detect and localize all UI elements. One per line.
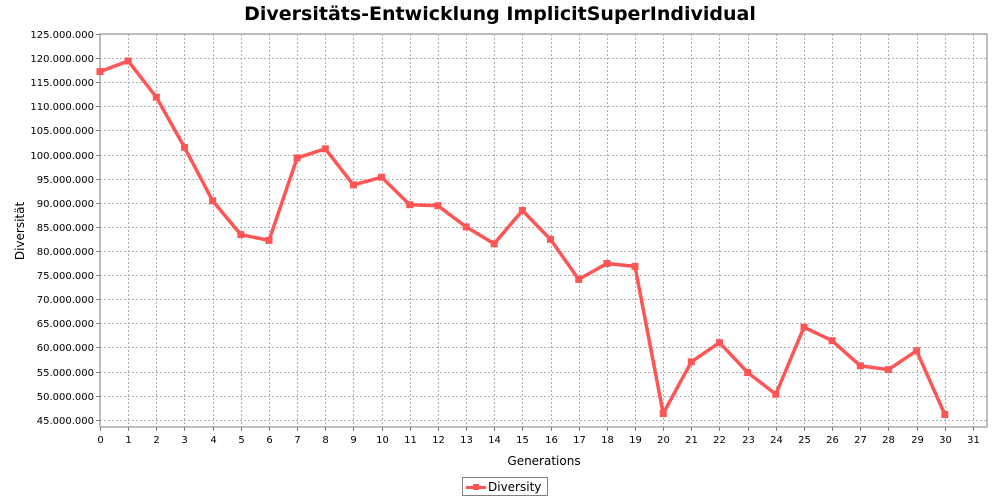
x-tick-label: 5 [238,435,244,446]
x-tick-label: 13 [460,435,473,446]
y-tick-label: 95.000.000 [37,175,94,186]
data-point [321,145,329,153]
data-point [96,68,104,76]
series-layer [96,57,949,418]
x-tick-label: 16 [545,435,558,446]
legend-label-diversity: Diversity [488,479,542,494]
x-axis-label: Generations [507,454,580,468]
grid-lines [99,33,988,428]
x-tick-label: 6 [266,435,272,446]
y-tick-label: 110.000.000 [30,102,94,113]
x-tick-label: 14 [488,435,501,446]
x-tick-label: 10 [376,435,389,446]
x-tick-label: 29 [911,435,924,446]
y-tick-label: 55.000.000 [37,368,94,379]
x-tick-label: 20 [657,435,670,446]
y-tick-label: 45.000.000 [37,416,94,427]
data-point [744,369,752,376]
x-tick-label: 18 [601,435,614,446]
y-tick-label: 100.000.000 [30,151,94,162]
x-tick-label: 30 [939,435,952,446]
x-tick-label: 3 [181,435,187,446]
data-point [181,143,188,151]
data-point [518,207,526,214]
x-tick-label: 7 [294,435,300,446]
data-point [631,262,639,270]
y-tick-label: 105.000.000 [30,126,94,137]
x-tick-label: 1 [125,435,131,446]
x-tick-label: 23 [742,435,755,446]
x-tick-label: 25 [798,435,811,446]
y-tick-label: 65.000.000 [37,319,94,330]
data-point [716,339,723,347]
x-tick-label: 22 [713,435,726,446]
data-point [209,197,217,205]
x-tick-label: 28 [882,435,895,446]
x-tick-label: 4 [210,435,216,446]
x-tick-label: 21 [685,435,698,446]
y-tick-label: 115.000.000 [30,78,94,89]
data-point [856,362,864,370]
x-tick-label: 0 [97,435,103,446]
data-point [349,181,357,189]
data-point [462,223,470,231]
data-point [800,323,808,331]
data-point [884,366,892,374]
x-tick-label: 26 [826,435,839,446]
data-point [152,93,160,101]
chart-title: Diversitäts-Entwicklung ImplicitSuperInd… [244,3,756,25]
data-point [490,240,498,248]
legend-swatch [466,481,486,493]
data-point [378,173,386,181]
y-tick-label: 120.000.000 [30,54,94,65]
x-tick-label: 8 [322,435,328,446]
data-point [913,347,921,355]
y-tick-label: 70.000.000 [37,295,94,306]
x-tick-label: 17 [573,435,586,446]
data-point [124,57,132,65]
x-tick-label: 24 [770,435,783,446]
y-tick-label: 85.000.000 [37,223,94,234]
y-tick-label: 60.000.000 [37,343,94,354]
data-point [772,390,780,398]
x-tick-label: 19 [629,435,642,446]
x-tick-label: 11 [404,435,417,446]
data-point [293,154,301,162]
data-point [237,231,245,239]
data-point [265,236,273,244]
legend: Diversity [462,477,549,496]
data-point [406,201,414,209]
x-tick-label: 2 [153,435,159,446]
data-point [659,410,667,417]
y-tick-label: 125.000.000 [30,30,94,41]
data-point [687,358,695,366]
data-point [941,411,949,418]
y-tick-label: 90.000.000 [37,199,94,210]
data-point [434,202,442,210]
data-point [828,337,836,345]
x-tick-label: 27 [854,435,867,446]
axes: 45.000.000 50.000.000 55.000.000 60.000.000… [30,30,979,446]
y-axis-label: Diversität [13,202,27,261]
data-point [603,260,611,267]
x-tick-label: 9 [350,435,356,446]
x-tick-label: 31 [967,435,980,446]
y-tick-label: 75.000.000 [37,271,94,282]
data-point [547,235,554,243]
data-point [575,275,583,283]
x-tick-label: 15 [516,435,529,446]
x-tick-label: 12 [432,435,445,446]
y-tick-label: 50.000.000 [37,392,94,403]
y-tick-label: 80.000.000 [37,247,94,258]
